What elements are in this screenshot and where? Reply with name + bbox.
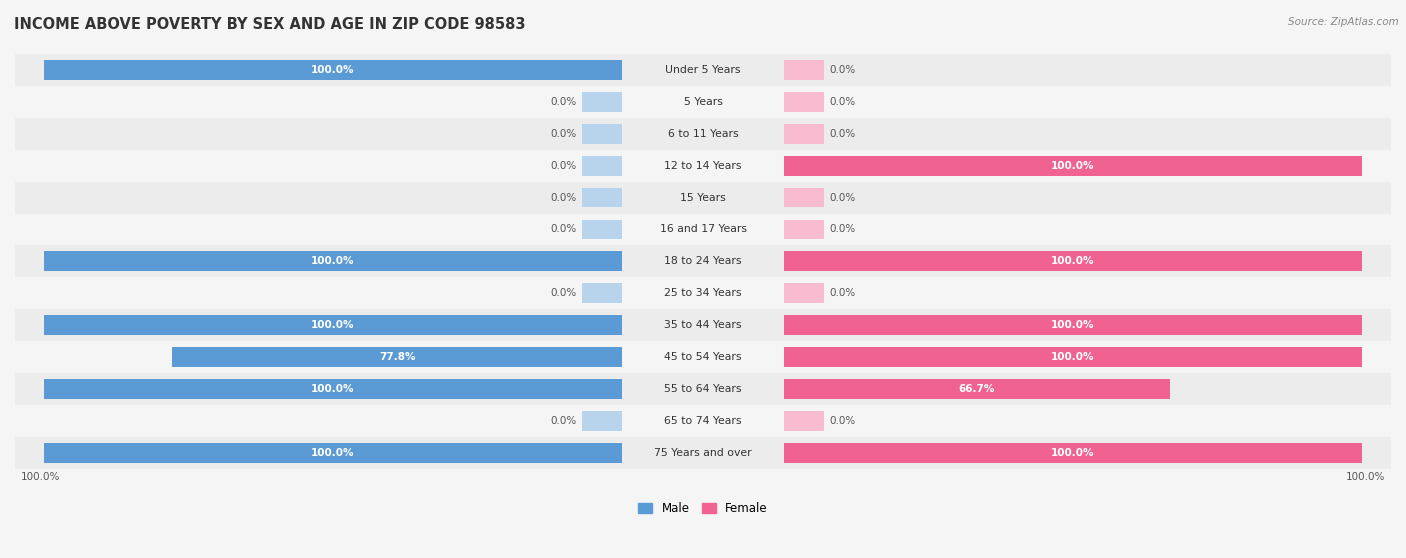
- Bar: [785, 220, 824, 239]
- Bar: [44, 252, 621, 271]
- Text: 18 to 24 Years: 18 to 24 Years: [664, 256, 742, 266]
- Text: 0.0%: 0.0%: [551, 224, 576, 234]
- Bar: [785, 60, 824, 80]
- Bar: [582, 220, 621, 239]
- Text: 100.0%: 100.0%: [1052, 161, 1095, 171]
- Text: 6 to 11 Years: 6 to 11 Years: [668, 129, 738, 139]
- Bar: [15, 86, 1391, 118]
- Text: 75 Years and over: 75 Years and over: [654, 448, 752, 458]
- Bar: [44, 379, 621, 399]
- Bar: [44, 60, 621, 80]
- Bar: [582, 283, 621, 303]
- Bar: [44, 443, 621, 463]
- Text: 0.0%: 0.0%: [830, 65, 855, 75]
- Text: 100.0%: 100.0%: [311, 256, 354, 266]
- Bar: [785, 443, 1362, 463]
- Text: 12 to 14 Years: 12 to 14 Years: [664, 161, 742, 171]
- Bar: [785, 92, 824, 112]
- Text: 45 to 54 Years: 45 to 54 Years: [664, 352, 742, 362]
- Bar: [785, 156, 1362, 176]
- Bar: [785, 379, 1170, 399]
- Text: 0.0%: 0.0%: [830, 129, 855, 139]
- Bar: [44, 315, 621, 335]
- Text: 100.0%: 100.0%: [311, 448, 354, 458]
- Text: Under 5 Years: Under 5 Years: [665, 65, 741, 75]
- Text: 77.8%: 77.8%: [378, 352, 415, 362]
- Text: 65 to 74 Years: 65 to 74 Years: [664, 416, 742, 426]
- Text: 100.0%: 100.0%: [21, 473, 60, 483]
- Text: 16 and 17 Years: 16 and 17 Years: [659, 224, 747, 234]
- Text: 0.0%: 0.0%: [551, 288, 576, 298]
- Text: 0.0%: 0.0%: [830, 97, 855, 107]
- Bar: [15, 341, 1391, 373]
- Text: 100.0%: 100.0%: [1052, 448, 1095, 458]
- Bar: [785, 187, 824, 208]
- Bar: [15, 277, 1391, 309]
- Bar: [582, 92, 621, 112]
- Text: 0.0%: 0.0%: [830, 416, 855, 426]
- Bar: [785, 124, 824, 143]
- Text: 0.0%: 0.0%: [551, 97, 576, 107]
- Bar: [15, 246, 1391, 277]
- Bar: [785, 315, 1362, 335]
- Text: 100.0%: 100.0%: [311, 320, 354, 330]
- Bar: [15, 373, 1391, 405]
- Bar: [582, 187, 621, 208]
- Text: 100.0%: 100.0%: [311, 65, 354, 75]
- Text: 5 Years: 5 Years: [683, 97, 723, 107]
- Text: 0.0%: 0.0%: [551, 161, 576, 171]
- Bar: [785, 347, 1362, 367]
- Text: 0.0%: 0.0%: [830, 224, 855, 234]
- Text: 100.0%: 100.0%: [1346, 473, 1385, 483]
- Bar: [15, 214, 1391, 246]
- Text: 100.0%: 100.0%: [311, 384, 354, 394]
- Bar: [785, 252, 1362, 271]
- Text: 100.0%: 100.0%: [1052, 256, 1095, 266]
- Text: 0.0%: 0.0%: [551, 129, 576, 139]
- Bar: [582, 124, 621, 143]
- Text: Source: ZipAtlas.com: Source: ZipAtlas.com: [1288, 17, 1399, 27]
- Bar: [15, 309, 1391, 341]
- Text: 35 to 44 Years: 35 to 44 Years: [664, 320, 742, 330]
- Bar: [173, 347, 621, 367]
- Text: 100.0%: 100.0%: [1052, 320, 1095, 330]
- Text: 0.0%: 0.0%: [551, 193, 576, 203]
- Text: 66.7%: 66.7%: [959, 384, 995, 394]
- Text: 15 Years: 15 Years: [681, 193, 725, 203]
- Bar: [15, 54, 1391, 86]
- Bar: [15, 150, 1391, 181]
- Bar: [15, 437, 1391, 469]
- Text: 100.0%: 100.0%: [1052, 352, 1095, 362]
- Bar: [15, 405, 1391, 437]
- Text: 0.0%: 0.0%: [551, 416, 576, 426]
- Text: 25 to 34 Years: 25 to 34 Years: [664, 288, 742, 298]
- Legend: Male, Female: Male, Female: [634, 497, 772, 519]
- Bar: [785, 283, 824, 303]
- Bar: [582, 156, 621, 176]
- Bar: [785, 411, 824, 431]
- Text: INCOME ABOVE POVERTY BY SEX AND AGE IN ZIP CODE 98583: INCOME ABOVE POVERTY BY SEX AND AGE IN Z…: [14, 17, 526, 32]
- Text: 0.0%: 0.0%: [830, 288, 855, 298]
- Bar: [582, 411, 621, 431]
- Text: 55 to 64 Years: 55 to 64 Years: [664, 384, 742, 394]
- Bar: [15, 118, 1391, 150]
- Bar: [15, 181, 1391, 214]
- Text: 0.0%: 0.0%: [830, 193, 855, 203]
